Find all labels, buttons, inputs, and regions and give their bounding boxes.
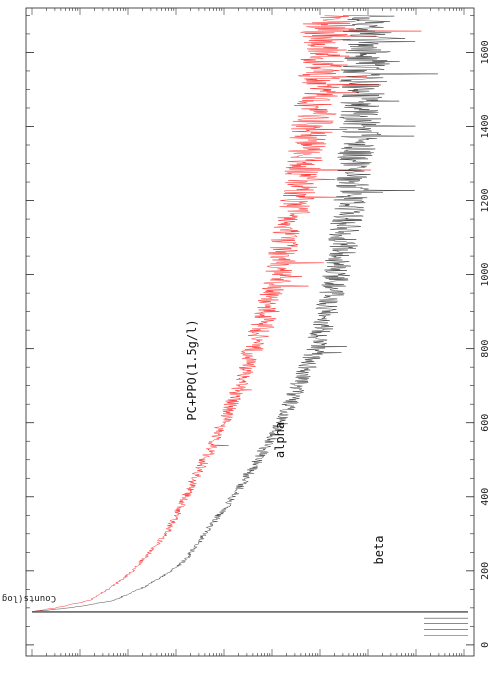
annotation-label-alpha: alpha: [273, 422, 287, 458]
x-tick-label: 1000: [480, 263, 491, 287]
plot-frame: [25, 7, 475, 657]
baseline-spikes: [32, 611, 468, 636]
x-tick-label: 1600: [480, 40, 491, 64]
x-tick-label: 0: [480, 642, 491, 648]
series-line-beta: [31, 15, 438, 612]
x-tick-label: 1400: [480, 114, 491, 138]
x-tick-label: 200: [480, 562, 491, 580]
annotation-label-beta: beta: [372, 536, 386, 565]
x-tick-label: 400: [480, 488, 491, 506]
annotation-label-title: PC+PPO(1.5g/l): [185, 319, 199, 420]
data-series-layer: [31, 15, 438, 612]
x-tick-label: 600: [480, 414, 491, 432]
x-axis-ticks: 0 200 400 600 800 1000 1200 1400 1600: [26, 15, 491, 648]
log-decade-ticks: [31, 8, 465, 656]
x-tick-label: 1200: [480, 189, 491, 213]
x-tick-label: 800: [480, 340, 491, 358]
y-axis-label: Counts(log scale): [0, 593, 56, 603]
series-line-alpha: [32, 15, 422, 612]
